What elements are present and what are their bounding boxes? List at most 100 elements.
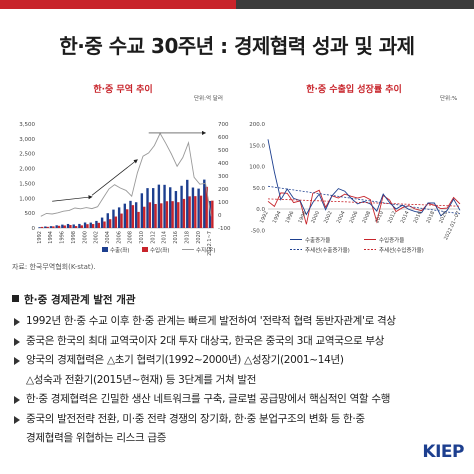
x-tick-label: 2008 xyxy=(128,231,134,244)
bullet-item: 1992년 한·중 수교 이후 한·중 관계는 빠르게 발전하여 '전략적 협력… xyxy=(12,312,468,332)
triangle-bullet-icon xyxy=(14,337,20,346)
x-tick-label: 1992 xyxy=(37,231,43,244)
top-bar-dark xyxy=(236,0,474,9)
bullet-text-cont: 경제협력을 위협하는 리스크 급증 xyxy=(26,432,167,444)
x-tick-label: 2022.1~7 xyxy=(207,231,213,256)
y-tick-label-left: 1,500 xyxy=(19,181,35,187)
legend-label-balance: 수지(우) xyxy=(196,246,215,254)
export-bar xyxy=(38,227,41,228)
import-bar xyxy=(108,219,112,228)
export-bar xyxy=(208,200,212,228)
legend-label: 추세선(수입증가율) xyxy=(379,246,424,254)
section-heading-text: 한·중 경제관계 발전 개관 xyxy=(24,294,136,306)
y-tick-label: -50.0 xyxy=(251,228,266,234)
legend-swatch-export xyxy=(102,247,108,252)
x-tick-label: 2004 xyxy=(105,231,111,244)
export-bar xyxy=(129,200,132,228)
export-bar xyxy=(100,217,104,228)
import-bar xyxy=(148,202,152,228)
trade-trend-chart: 3,500 3,000 2,500 2,000 1,500 1,000 500 0 700 600… xyxy=(19,122,231,256)
export-bar xyxy=(55,225,58,228)
y-tick-label-right: 700 xyxy=(218,122,229,128)
growth-unit-note: 단위:% xyxy=(440,96,458,102)
import-bar xyxy=(205,186,208,228)
triangle-bullet-icon xyxy=(14,318,20,326)
x-tick-label: 1996 xyxy=(60,231,66,244)
import-bar xyxy=(143,206,146,228)
legend-label-export: 수출(좌) xyxy=(110,246,129,254)
y-tick-label: 150.0 xyxy=(249,143,265,149)
y-tick-label-right: 100 xyxy=(218,200,229,206)
y-tick-label-left: 2,500 xyxy=(19,152,35,158)
x-tick-label: 2012 xyxy=(150,231,156,244)
x-tick-label: 2010 xyxy=(139,231,145,244)
export-bar xyxy=(123,203,126,228)
y-tick-label-left: 3,500 xyxy=(19,122,35,128)
y-tick-label-right: 500 xyxy=(218,148,229,154)
export-bar xyxy=(174,191,178,228)
export-bar xyxy=(106,213,109,228)
import-bar xyxy=(165,201,169,228)
import-bar xyxy=(131,205,135,228)
x-tick-label: 2002 xyxy=(323,210,334,224)
top-color-bar xyxy=(0,0,474,9)
x-tick-label: 2010 xyxy=(374,210,385,224)
export-bar xyxy=(152,188,155,228)
x-tick-label: 2014 xyxy=(162,231,168,244)
export-bar xyxy=(203,179,206,228)
import-bar xyxy=(80,225,83,228)
x-tick-label: 1998 xyxy=(71,231,77,244)
trend-arrow-growth xyxy=(91,159,138,196)
source-note: 자료: 한국무역협회(K-stat). xyxy=(12,263,96,271)
x-tick-label: 2018 xyxy=(184,231,190,244)
x-tick-label: 2004 xyxy=(336,210,347,224)
import-bar xyxy=(120,213,123,228)
import-bar xyxy=(154,203,157,228)
top-bar-red xyxy=(0,0,236,9)
export-bar xyxy=(78,223,81,228)
import-bar xyxy=(91,224,95,228)
import-bar xyxy=(103,221,106,228)
x-tick-label: 1994 xyxy=(48,231,54,244)
export-trend-line xyxy=(267,185,461,215)
bullet-item: 한·중 경제협력은 긴밀한 생산 네트워크를 구축, 글로벌 공급망에서 핵심적… xyxy=(12,390,468,410)
y-tick-label-left: 1,000 xyxy=(19,196,35,202)
x-tick-label: 2008 xyxy=(361,210,372,224)
y-tick-label: 200.0 xyxy=(249,122,265,128)
bullet-text: 중국의 발전전략 전환, 미·중 전략 경쟁의 장기화, 한·중 분업구조의 변… xyxy=(26,412,365,425)
y-tick-label: 100.0 xyxy=(249,165,265,171)
x-tick-label: 2020 xyxy=(196,231,202,244)
logo-text: KIEP xyxy=(422,442,464,462)
import-bar xyxy=(177,202,180,228)
x-tick-label: 2000 xyxy=(310,210,321,224)
bullet-text: 중국은 한국의 최대 교역국이자 2대 투자 대상국, 한국은 중국의 3대 교… xyxy=(26,334,385,347)
page-title: 한·중 수교 30주년 : 경제협력 성과 및 과제 xyxy=(59,34,415,58)
triangle-bullet-icon xyxy=(14,415,20,424)
export-bar xyxy=(157,184,161,228)
x-tick-label: 1992 xyxy=(259,210,270,224)
x-tick-label: 1996 xyxy=(285,210,296,224)
import-bar xyxy=(171,201,174,228)
export-bar xyxy=(66,223,70,228)
import-bar xyxy=(182,198,186,228)
bullet-item: 중국은 한국의 최대 교역국이자 2대 투자 대상국, 한국은 중국의 3대 교… xyxy=(12,332,468,352)
balance-line xyxy=(40,132,212,217)
import-bar xyxy=(97,222,100,228)
export-bar xyxy=(72,224,75,228)
bullet-item: 양국의 경제협력은 △초기 협력기(1992~2000년) △성장기(2001~… xyxy=(12,351,468,390)
export-bar xyxy=(112,209,115,228)
trend-arrow-early xyxy=(52,195,93,202)
import-bar xyxy=(63,225,66,228)
bullet-list: 1992년 한·중 수교 이후 한·중 관계는 빠르게 발전하여 '전략적 협력… xyxy=(12,312,468,449)
y-tick-label-right: 200 xyxy=(218,187,229,193)
export-bar xyxy=(191,187,195,228)
export-bar xyxy=(140,193,144,228)
export-bar xyxy=(134,202,138,228)
import-bar xyxy=(114,216,118,228)
export-bar xyxy=(117,207,121,228)
import-bar xyxy=(188,196,191,228)
bullet-text: 1992년 한·중 수교 이후 한·중 관계는 빠르게 발전하여 '전략적 협력… xyxy=(26,315,396,327)
import-trend-line xyxy=(267,198,461,207)
legend-label: 수출증가율 xyxy=(305,236,330,244)
import-bar xyxy=(40,226,44,228)
